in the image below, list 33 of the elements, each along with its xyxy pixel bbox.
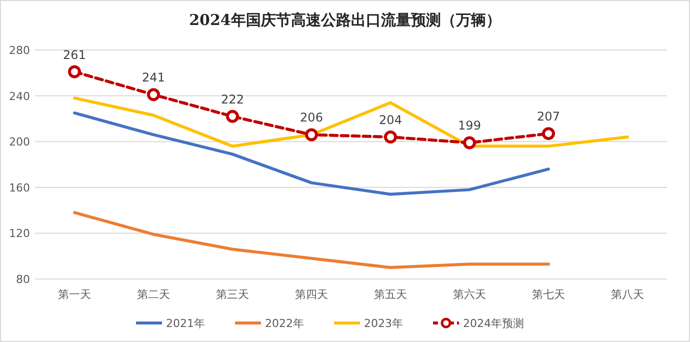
data-label: 204 [379,113,402,128]
y-tick-label: 160 [9,181,30,194]
data-label: 199 [458,118,481,133]
y-tick-label: 80 [16,273,30,286]
chart-title: 2024年国庆节高速公路出口流量预测（万辆） [189,11,501,29]
y-tick-label: 200 [9,136,30,149]
legend-label: 2022年 [265,317,304,330]
point [68,65,81,78]
y-tick-label: 120 [9,227,30,240]
point [226,110,239,123]
point [147,88,160,102]
data-label: 207 [537,110,560,124]
y-tick-label: 240 [9,90,30,103]
x-tick-label: 第四天 [295,288,328,301]
point [542,127,555,140]
data-label: 261 [63,48,86,62]
data-label: 222 [221,92,244,106]
point [384,130,397,144]
x-tick-label: 第五天 [374,288,407,301]
x-tick-label: 第三天 [216,288,249,301]
legend-label: 2021年 [166,317,205,330]
legend-label: 2024年预测 [463,317,524,330]
x-tick-label: 第二天 [137,288,170,301]
legend-label: 2023年 [364,317,403,330]
x-tick-label: 第一天 [58,288,91,301]
x-tick-label: 第六天 [453,288,486,301]
x-tick-label: 第七天 [532,288,565,301]
point [305,128,318,142]
data-label: 241 [142,70,165,85]
data-label: 206 [300,110,323,125]
x-tick-label: 第八天 [611,288,644,301]
y-tick-label: 280 [9,44,30,57]
point [463,136,476,150]
